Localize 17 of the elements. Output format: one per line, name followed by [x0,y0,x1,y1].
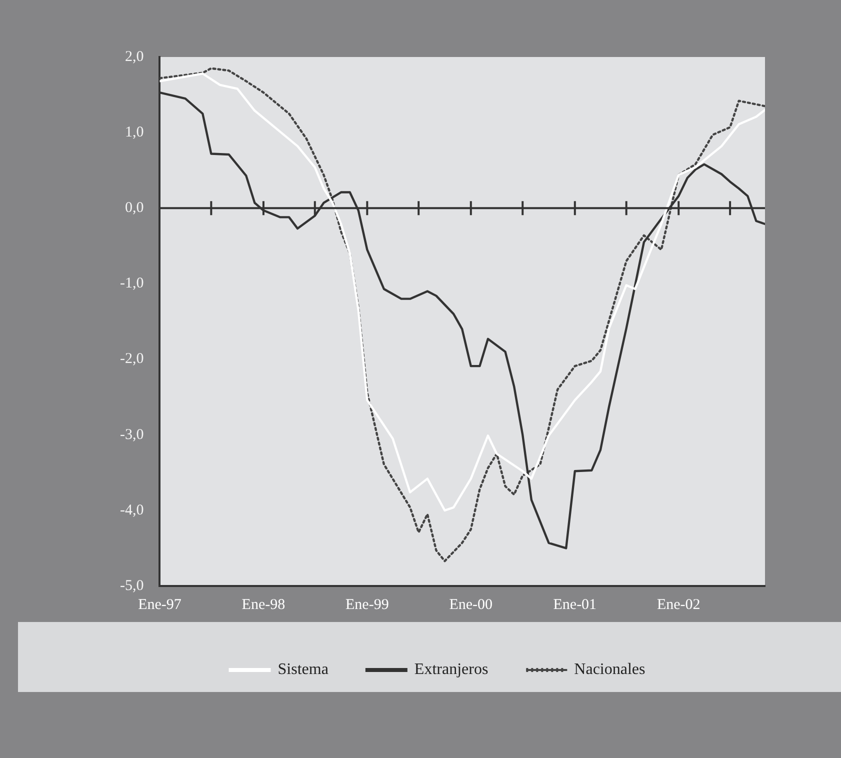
x-tick-label: Ene-02 [656,596,700,613]
y-tick-label: -4,0 [120,502,144,518]
x-tick-label: Ene-01 [553,596,597,613]
y-tick-label: -1,0 [120,276,144,292]
legend-label: Extranjeros [414,661,488,678]
y-tick-label: -3,0 [120,426,144,443]
y-tick-label: -5,0 [120,578,144,594]
x-tick-label: Ene-97 [138,596,182,613]
legend-label: Sistema [278,661,328,678]
y-tick-label: -2,0 [120,351,144,368]
x-tick-label: Ene-00 [449,596,493,613]
y-tick-label: 2,0 [124,48,144,65]
legend-label: Nacionales [574,661,646,678]
x-tick-label: Ene-98 [242,596,286,613]
x-tick-label: Ene-99 [346,596,389,613]
y-tick-label: 0,0 [124,200,144,216]
y-tick-label: 1,0 [124,124,144,141]
